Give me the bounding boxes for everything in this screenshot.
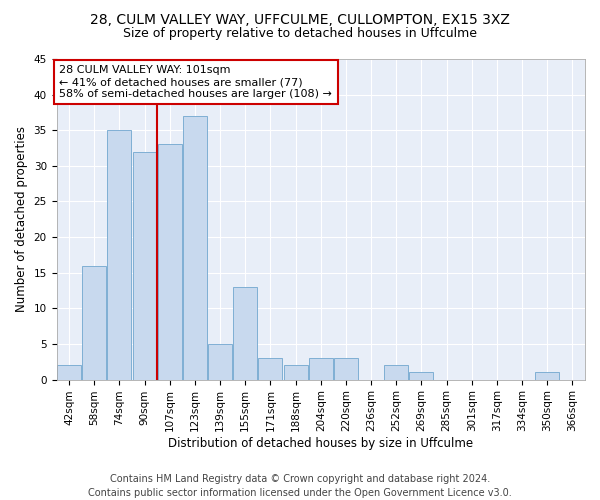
Text: Contains HM Land Registry data © Crown copyright and database right 2024.
Contai: Contains HM Land Registry data © Crown c… bbox=[88, 474, 512, 498]
Y-axis label: Number of detached properties: Number of detached properties bbox=[15, 126, 28, 312]
Bar bbox=[133, 152, 157, 380]
Bar bbox=[82, 266, 106, 380]
Bar bbox=[334, 358, 358, 380]
Text: Size of property relative to detached houses in Uffculme: Size of property relative to detached ho… bbox=[123, 28, 477, 40]
Text: 28, CULM VALLEY WAY, UFFCULME, CULLOMPTON, EX15 3XZ: 28, CULM VALLEY WAY, UFFCULME, CULLOMPTO… bbox=[90, 12, 510, 26]
Text: 28 CULM VALLEY WAY: 101sqm
← 41% of detached houses are smaller (77)
58% of semi: 28 CULM VALLEY WAY: 101sqm ← 41% of deta… bbox=[59, 66, 332, 98]
Bar bbox=[107, 130, 131, 380]
Bar bbox=[535, 372, 559, 380]
X-axis label: Distribution of detached houses by size in Uffculme: Distribution of detached houses by size … bbox=[168, 437, 473, 450]
Bar bbox=[259, 358, 283, 380]
Bar bbox=[409, 372, 433, 380]
Bar bbox=[385, 366, 408, 380]
Bar bbox=[57, 366, 81, 380]
Bar bbox=[309, 358, 333, 380]
Bar bbox=[158, 144, 182, 380]
Bar bbox=[284, 366, 308, 380]
Bar bbox=[233, 287, 257, 380]
Bar bbox=[208, 344, 232, 380]
Bar bbox=[183, 116, 207, 380]
